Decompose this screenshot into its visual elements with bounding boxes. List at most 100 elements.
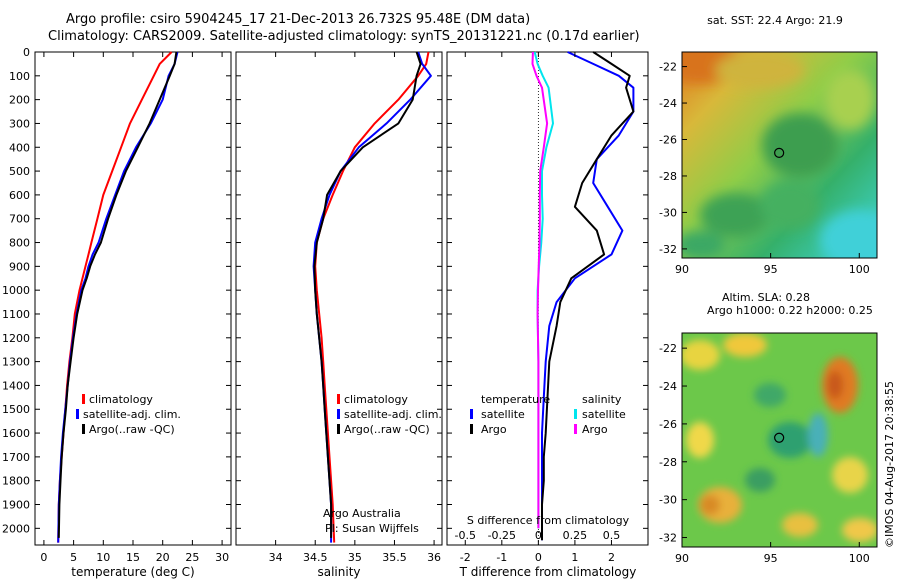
- legend-label-temp-argo: Argo: [481, 423, 507, 436]
- map-x-tick-label: 100: [849, 552, 870, 565]
- map-y-tick-label: -24: [659, 97, 677, 110]
- x-tick-label: 34: [269, 551, 283, 564]
- sst-map-frame: [681, 51, 878, 259]
- legend-swatch-satellite-adj: [76, 409, 79, 419]
- legend-label-argo: Argo(..raw -QC): [89, 423, 175, 436]
- sst-map-title: sat. SST: 22.4 Argo: 21.9: [707, 14, 843, 27]
- map-x-tick-label: 90: [675, 263, 689, 276]
- x-tick-label: 0: [535, 551, 542, 564]
- depth-tick-label: 500: [9, 165, 30, 178]
- depth-tick-label: 100: [9, 70, 30, 83]
- depth-tick-label: 1600: [2, 427, 30, 440]
- difference-legend: temperature salinity satellite Argo sate…: [470, 393, 626, 436]
- series-climatology: [57, 51, 173, 543]
- sst-heatmap: [682, 52, 877, 258]
- x-tick-label: 10: [96, 551, 110, 564]
- depth-tick-label: 1800: [2, 475, 30, 488]
- figure-title-line-1: Argo profile: csiro 5904245_17 21-Dec-20…: [66, 12, 531, 27]
- map-y-tick-label: -26: [659, 134, 677, 147]
- series-argo: [57, 51, 178, 538]
- map-y-tick-label: -28: [659, 456, 677, 469]
- series-argo: [313, 51, 422, 538]
- salinity-xlabel: salinity: [317, 565, 360, 579]
- depth-tick-label: 400: [9, 141, 30, 154]
- sst-map-panel: sat. SST: 22.4 Argo: 21.9 90 95 100 -22 -24 -…: [659, 14, 878, 276]
- x-tick-label: -2: [460, 551, 471, 564]
- difference-panel: -2 -1 0 1 2 -0.5 -0.25 0 0.25 0.5 S difference f…: [446, 51, 649, 579]
- legend-label-sal-argo: Argo: [582, 423, 608, 436]
- depth-tick-label: 1100: [2, 308, 30, 321]
- temperature-plot-frame: [34, 51, 232, 546]
- legend-swatch-sal-argo: [574, 424, 577, 434]
- top-tick-label: 0.5: [603, 529, 621, 542]
- legend-label-climatology: climatology: [344, 393, 408, 406]
- map-y-tick-label: -32: [659, 532, 677, 545]
- difference-plot-frame: [446, 51, 649, 546]
- depth-tick-label: 1400: [2, 379, 30, 392]
- map-x-tick-label: 100: [849, 263, 870, 276]
- map-x-tick-label: 95: [764, 552, 778, 565]
- annotation-argo-australia: Argo Australia: [323, 507, 401, 520]
- x-tick-label: 1: [571, 551, 578, 564]
- sla-map-title: Altim. SLA: 0.28: [722, 291, 810, 304]
- top-tick-label: 0: [535, 529, 542, 542]
- legend-swatch-temp-satellite: [470, 409, 473, 419]
- legend-swatch-satellite-adj: [337, 409, 340, 419]
- temperature-legend: climatology satellite-adj. clim. Argo(..…: [76, 393, 181, 436]
- x-tick-label: -1: [496, 551, 507, 564]
- map-x-tick-label: 90: [675, 552, 689, 565]
- x-tick-label: 36: [427, 551, 441, 564]
- depth-tick-label: 1300: [2, 356, 30, 369]
- depth-tick-label: 900: [9, 260, 30, 273]
- depth-tick-label: 1200: [2, 332, 30, 345]
- x-tick-label: 5: [70, 551, 77, 564]
- map-y-tick-label: -22: [659, 342, 677, 355]
- legend-label-sal-satellite: satellite: [582, 408, 626, 421]
- x-tick-label: 35.5: [382, 551, 407, 564]
- legend-swatch-sal-satellite: [574, 409, 577, 419]
- depth-tick-label: 200: [9, 94, 30, 107]
- depth-tick-label: 700: [9, 213, 30, 226]
- x-tick-label: 0: [40, 551, 47, 564]
- depth-tick-label: 1500: [2, 403, 30, 416]
- depth-tick-label: 800: [9, 237, 30, 250]
- legend-label-temp-satellite: satellite: [481, 408, 525, 421]
- depth-tick-label: 1000: [2, 284, 30, 297]
- legend-swatch-argo: [337, 424, 340, 434]
- s-difference-label: S difference from climatology: [467, 514, 630, 527]
- depth-tick-label: 600: [9, 189, 30, 202]
- legend-swatch-climatology: [337, 394, 340, 404]
- argo-location-marker: [774, 432, 785, 443]
- depth-tick-label: 1700: [2, 451, 30, 464]
- x-tick-label: 34.5: [303, 551, 328, 564]
- temperature-xlabel: temperature (deg C): [71, 565, 194, 579]
- series-satellite-adj-clim-: [57, 51, 179, 543]
- x-tick-label: 25: [185, 551, 199, 564]
- legend-label-argo: Argo(..raw -QC): [344, 423, 430, 436]
- sla-map-subtitle: Argo h1000: 0.22 h2000: 0.25: [707, 304, 873, 317]
- map-x-tick-label: 95: [764, 263, 778, 276]
- legend-swatch-temp-argo: [470, 424, 473, 434]
- salinity-panel: 34 34.5 35 35.5 36 salinity climatology sate…: [235, 51, 443, 579]
- x-tick-label: 2: [608, 551, 615, 564]
- series-temperature-argo: [541, 51, 635, 541]
- map-y-tick-label: -26: [659, 418, 677, 431]
- argo-location-marker: [774, 147, 785, 158]
- legend-swatch-climatology: [82, 394, 85, 404]
- map-y-tick-label: -30: [659, 206, 677, 219]
- legend-swatch-argo: [82, 424, 85, 434]
- depth-tick-label: 0: [23, 46, 30, 59]
- x-tick-label: 30: [215, 551, 229, 564]
- legend-label-climatology: climatology: [89, 393, 153, 406]
- top-tick-label: -0.5: [455, 529, 476, 542]
- legend-label-satellite-adj: satellite-adj. clim.: [83, 408, 181, 421]
- sla-heatmap: [682, 333, 877, 547]
- x-tick-label: 20: [156, 551, 170, 564]
- temperature-panel: 0 5 10 15 20 25 30 010020030040050060070080090…: [2, 46, 648, 579]
- map-y-tick-label: -24: [659, 380, 677, 393]
- legend-header-temperature: temperature: [481, 393, 550, 406]
- depth-tick-label: 300: [9, 117, 30, 130]
- series-temperature-satellite: [541, 51, 635, 541]
- sla-map-frame: [681, 332, 878, 548]
